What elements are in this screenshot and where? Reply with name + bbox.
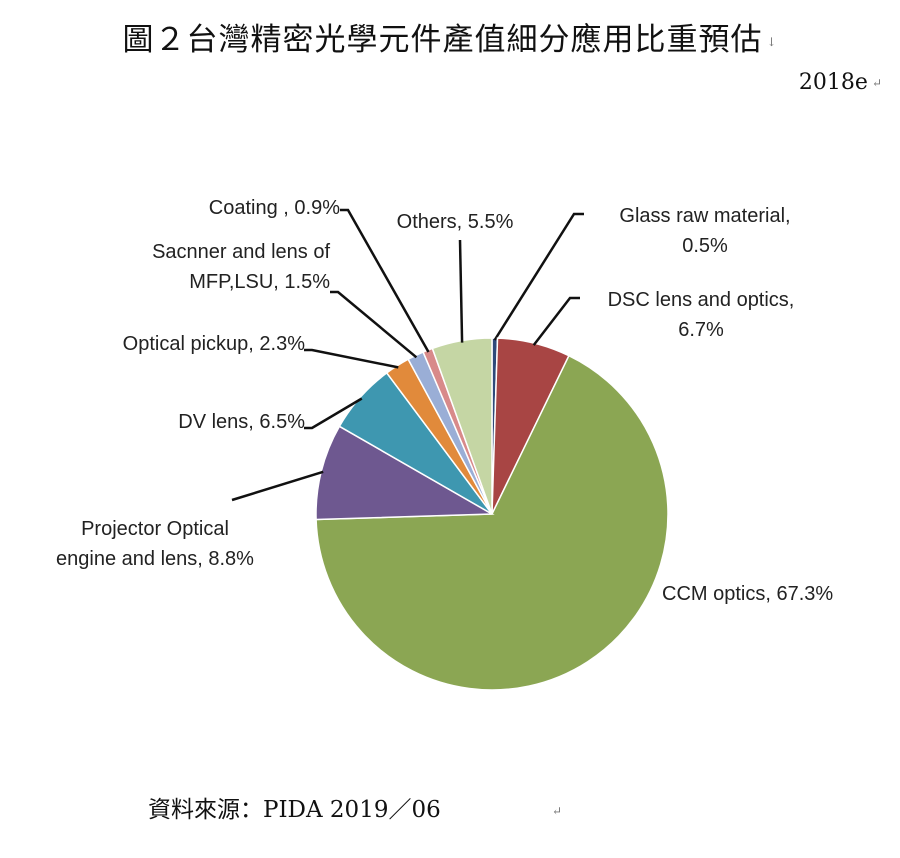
return-mark-icon: ↵ <box>552 804 563 818</box>
return-mark-icon: ↵ <box>871 76 882 90</box>
paragraph-mark-icon: ↓ <box>766 34 778 49</box>
slice-label: CCM optics, 67.3% <box>662 583 833 605</box>
chart-subtitle-text: 2018e <box>798 70 868 95</box>
slice-label: Glass raw material, <box>619 205 790 227</box>
slice-label: MFP,LSU, 1.5% <box>189 271 330 293</box>
leader-line <box>340 208 430 353</box>
leader-line <box>330 290 418 359</box>
leader-line <box>304 397 363 430</box>
slice-label: Optical pickup, 2.3% <box>123 333 306 355</box>
slice-label: 6.7% <box>678 319 724 341</box>
leader-line <box>493 212 584 341</box>
chart-title: 圖２台灣精密光學元件產值細分應用比重預估 ↓ <box>0 14 900 59</box>
leader-line <box>304 348 399 369</box>
source-note: 資料來源：PIDA 2019／06 <box>148 797 441 823</box>
slice-label: engine and lens, 8.8% <box>56 548 254 570</box>
slice-label: DSC lens and optics, <box>608 289 795 311</box>
slice-label: Others, 5.5% <box>397 211 514 233</box>
slice-label: Projector Optical <box>81 518 229 540</box>
leader-line <box>458 239 464 343</box>
slice-label: Sacnner and lens of <box>152 241 330 263</box>
slice-label: DV lens, 6.5% <box>178 411 305 433</box>
chart-title-text: 圖２台灣精密光學元件產值細分應用比重預估 <box>122 22 763 58</box>
leader-line <box>532 296 580 346</box>
leader-line <box>231 470 324 502</box>
slice-label: 0.5% <box>682 235 728 257</box>
pie-slice-ccm-optics <box>315 354 669 691</box>
slice-label: Coating , 0.9% <box>209 197 340 219</box>
chart-subtitle: 2018e ↵ <box>799 70 882 95</box>
